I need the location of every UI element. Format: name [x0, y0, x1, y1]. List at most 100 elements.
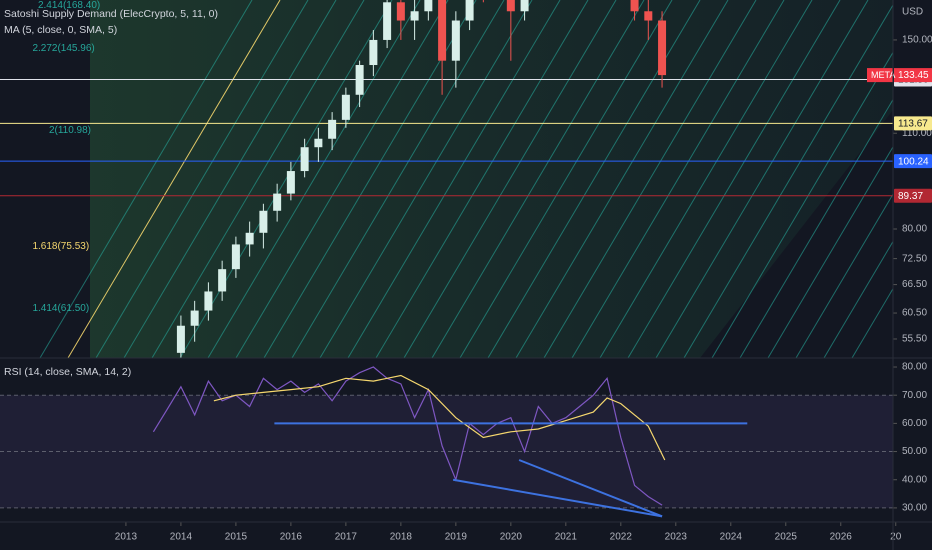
channel-line	[151, 0, 365, 358]
fib-label: 1.414(61.50)	[32, 303, 89, 314]
x-tick-label: 2024	[720, 532, 743, 543]
candle-body	[630, 0, 639, 12]
channel-line	[207, 0, 421, 358]
candle-body	[314, 138, 323, 148]
level-tag	[894, 116, 932, 131]
fib-label: 2.272(145.96)	[32, 43, 94, 54]
zone	[90, 0, 893, 358]
candle-body	[273, 193, 282, 211]
channel-line	[235, 0, 449, 358]
y-tick-label: 70.00	[902, 390, 927, 401]
channel-line	[655, 0, 869, 358]
x-tick-label: 2016	[280, 532, 303, 543]
y-tick-label: 55.50	[902, 334, 927, 345]
channel-line	[123, 0, 337, 358]
x-tick-label: 2021	[555, 532, 578, 543]
candle-body	[520, 0, 529, 12]
candle-body	[424, 0, 433, 12]
y-tick-label: 30.00	[902, 503, 927, 514]
candle-body	[204, 291, 213, 311]
channel-line	[795, 193, 893, 358]
candle-body	[383, 2, 392, 40]
fib-label: 1.618(75.53)	[32, 241, 89, 252]
x-tick-label: 2015	[225, 532, 248, 543]
trend-line	[518, 459, 663, 518]
y-tick-label: 60.50	[902, 308, 927, 319]
level-label: 113.67	[898, 118, 928, 129]
candle-body	[644, 11, 653, 21]
channel-line	[95, 0, 309, 358]
channel-line	[767, 145, 893, 358]
x-tick-label: 2014	[170, 532, 193, 543]
x-tick-label: 2013	[115, 532, 138, 543]
channel-line	[431, 0, 645, 358]
x-tick-label: 2023	[665, 532, 688, 543]
channel-line	[291, 0, 505, 358]
candle-body	[410, 11, 419, 21]
ma-legend: MA (5, close, 0, SMA, 5)	[4, 24, 117, 36]
axis-unit: USD	[902, 7, 923, 18]
channel-line	[683, 4, 893, 358]
channel-line	[375, 0, 589, 358]
fib-label: 2(110.98)	[49, 125, 91, 136]
channel-line	[543, 0, 757, 358]
candle-body	[438, 0, 447, 61]
rsi-line	[213, 374, 666, 461]
x-tick-label: 2020	[500, 532, 523, 543]
candle-body	[369, 39, 378, 66]
rsi-legend: RSI (14, close, SMA, 14, 2)	[4, 366, 131, 378]
symbol-tag	[867, 68, 893, 83]
price-pane: 2.414(168.40) 2.272(145.96) 2(110.98) 1.618…	[0, 0, 893, 358]
x-tick-label: 2018	[390, 532, 413, 543]
x-tick-label: 20	[890, 532, 902, 543]
candle-body	[658, 20, 667, 76]
fib-label: 2.414(168.40)	[38, 0, 100, 11]
candle-body	[259, 210, 268, 233]
candle-body	[190, 310, 199, 326]
level-tag	[894, 154, 932, 169]
y-tick-label: 72.50	[902, 253, 927, 264]
trend-line	[452, 478, 663, 518]
price-tag	[894, 68, 932, 83]
rsi-line	[152, 366, 663, 506]
y-tick-label: 110.00	[902, 128, 932, 139]
candle-body	[341, 94, 350, 120]
candle-body	[355, 65, 364, 95]
y-tick-label: 50.00	[902, 446, 927, 457]
axes: 150.00110.0080.0072.5066.5060.5055.50131…	[115, 35, 932, 543]
indicator-legend: Satoshi Supply Demand (ElecCrypto, 5, 11…	[4, 8, 218, 20]
x-tick-label: 2025	[775, 532, 798, 543]
rsi-pane	[0, 366, 893, 518]
y-tick-label: 150.00	[902, 35, 932, 46]
level-label: 100.24	[898, 156, 929, 167]
channel-line	[319, 0, 533, 358]
channel-line	[627, 0, 841, 358]
candle-body	[506, 0, 515, 12]
channel-line	[39, 0, 253, 358]
y-tick-label: 80.00	[902, 362, 927, 373]
channel-line	[67, 0, 281, 358]
x-tick-label: 2017	[335, 532, 358, 543]
candle-body	[300, 147, 309, 172]
channel-line	[347, 0, 561, 358]
candle-body	[328, 119, 337, 139]
level-label: 89.37	[898, 191, 923, 202]
candle-body	[176, 325, 185, 353]
candle-body	[231, 244, 240, 270]
channel-line	[599, 0, 813, 358]
x-tick-label: 2019	[445, 532, 468, 543]
x-tick-label: 2022	[610, 532, 633, 543]
y-tick-label: 80.00	[902, 224, 927, 235]
x-tick-label: 2026	[830, 532, 853, 543]
candle-body	[396, 2, 405, 21]
candle-body	[218, 269, 227, 292]
channel-line	[403, 0, 617, 358]
candle-body	[451, 20, 460, 61]
channel-line	[739, 98, 893, 358]
y-tick-label: 60.00	[902, 418, 927, 429]
channel-line	[823, 240, 893, 358]
symbol-label: META	[871, 70, 895, 80]
channel-line	[179, 0, 393, 358]
channel-line	[571, 0, 785, 358]
